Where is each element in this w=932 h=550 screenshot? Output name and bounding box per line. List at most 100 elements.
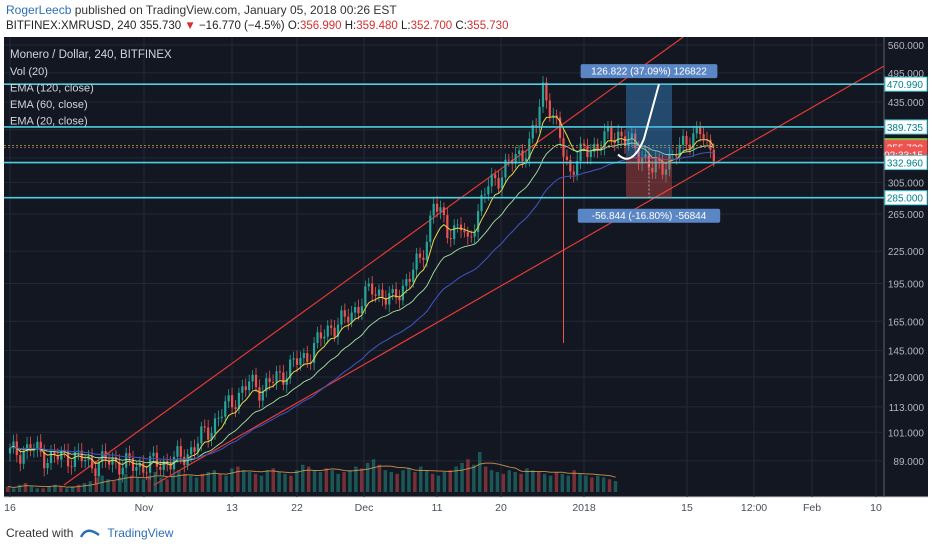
volume-bar: [566, 475, 570, 492]
x-tick-label: 12:00: [741, 502, 767, 514]
candle-body: [227, 395, 230, 402]
candle-body: [435, 203, 439, 212]
price-axis-label: 285.000: [884, 190, 928, 206]
candle-body: [541, 82, 545, 107]
candle-body: [285, 378, 288, 385]
volume-bar: [218, 473, 222, 492]
candle-body: [709, 139, 712, 150]
volume-bar: [371, 459, 376, 492]
candle-body: [94, 468, 97, 477]
legend-item: EMA (60, close): [10, 99, 88, 111]
volume-bar: [82, 482, 87, 492]
ohlc-header: BITFINEX:XMRUSD, 240 355.730 ▼ −16.770 (…: [6, 20, 508, 32]
y-tick-label: 195.000: [888, 280, 925, 291]
candle-body: [80, 450, 83, 462]
y-tick-label: 305.000: [888, 178, 925, 189]
candle-body: [12, 441, 15, 448]
candle-body: [637, 148, 640, 164]
candle-body: [398, 297, 401, 301]
candle-body: [340, 310, 343, 325]
volume-bar: [177, 470, 181, 492]
price-label-text: 389.735: [887, 123, 924, 134]
candle-body: [548, 100, 551, 117]
candle-body: [145, 472, 148, 474]
volume-bar: [560, 473, 565, 492]
l-label: L:: [401, 20, 411, 32]
candle-body: [336, 324, 340, 337]
author-link[interactable]: RogerLeecb: [6, 3, 72, 17]
volume-bar: [383, 470, 388, 492]
candle-body: [213, 418, 217, 434]
candle-body: [569, 159, 572, 172]
candle-body: [8, 447, 12, 454]
x-tick-label: 20: [495, 502, 507, 514]
candle-body: [237, 392, 241, 410]
volume-bar: [230, 468, 234, 492]
volume-bar: [224, 475, 228, 492]
volume-bar: [578, 473, 582, 492]
volume-bar: [259, 475, 264, 492]
ema-120-line: [9, 151, 714, 461]
candle-body: [531, 124, 534, 139]
candle-body: [579, 143, 582, 161]
candle-body: [162, 460, 165, 470]
candle-body: [418, 253, 422, 258]
volume-bar: [436, 475, 441, 492]
candle-body: [494, 174, 497, 179]
volume-bar: [159, 477, 163, 492]
volume-bar: [236, 466, 240, 492]
candle-body: [405, 279, 408, 286]
candle-body: [125, 453, 128, 468]
x-tick-label: 15: [681, 502, 693, 514]
price-chart[interactable]: 560.000495.000435.000385.000340.000305.0…: [4, 37, 928, 520]
candle-body: [446, 215, 449, 239]
volume-bar: [601, 477, 606, 492]
volume-bar: [607, 479, 612, 492]
volume-bar: [324, 468, 329, 492]
candle-body: [394, 289, 398, 298]
candle-body: [699, 127, 702, 135]
candle-body: [490, 174, 493, 187]
legend-item: Vol (20): [10, 66, 48, 78]
candle-body: [350, 312, 353, 323]
volume-bar: [35, 488, 39, 492]
volume-bar: [183, 473, 187, 492]
candle-body: [367, 283, 370, 287]
candle-body: [664, 169, 668, 175]
candle-body: [364, 286, 367, 307]
tradingview-brand-link[interactable]: TradingView: [107, 526, 174, 540]
candle-body: [565, 156, 569, 160]
o-label: O:: [287, 20, 300, 32]
ema-60-line: [9, 142, 714, 464]
candle-body: [476, 211, 480, 233]
candle-body: [552, 115, 555, 117]
candle-body: [596, 143, 599, 150]
volume-bar: [472, 464, 476, 492]
candle-body: [138, 462, 141, 467]
candle-body: [169, 463, 172, 470]
candle-body: [702, 134, 705, 140]
change-value: −16.770 (−4.5%): [198, 20, 285, 32]
volume-bar: [584, 475, 588, 492]
candle-body: [49, 451, 53, 464]
y-tick-label: 560.000: [888, 41, 925, 52]
volume-bar: [200, 473, 205, 492]
candle-body: [295, 358, 299, 365]
volume-bar: [413, 472, 417, 492]
volume-bar: [118, 477, 122, 492]
y-tick-label: 225.000: [888, 247, 925, 258]
volume-bar: [537, 472, 541, 492]
y-tick-label: 165.000: [888, 317, 925, 328]
candle-body: [347, 316, 350, 323]
candle-body: [29, 444, 32, 451]
candle-body: [323, 336, 326, 339]
candle-body: [535, 124, 538, 126]
volume-bar: [395, 473, 399, 492]
volume-bar: [389, 472, 393, 492]
candle-body: [179, 446, 182, 457]
volume-bar: [295, 470, 299, 492]
candle-body: [651, 167, 654, 173]
candle-body: [654, 158, 657, 173]
candle-body: [685, 135, 688, 145]
price-label-bg: [884, 119, 928, 135]
